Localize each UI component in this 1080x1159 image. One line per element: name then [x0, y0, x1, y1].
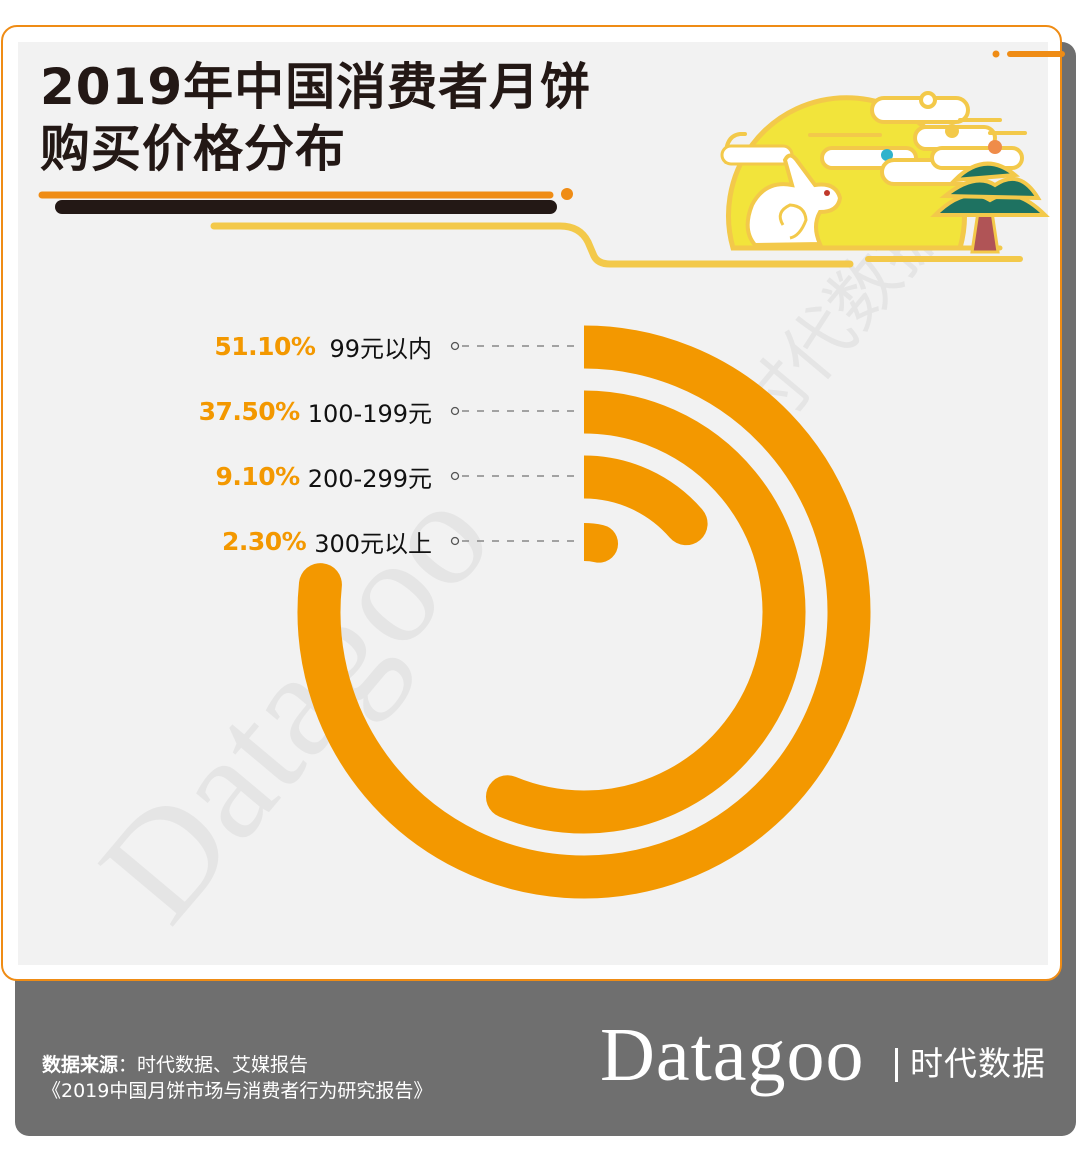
legend-item: 9.10% 200-299元 [215, 456, 432, 496]
report-title: 《2019中国月饼市场与消费者行为研究报告》 [42, 1080, 433, 1102]
title-line-1: 2019年中国消费者月饼 [40, 58, 592, 116]
brand-logo: Datagoo [600, 1013, 865, 1097]
legend-pct: 37.50% [198, 396, 301, 426]
orange-dot-icon [561, 188, 573, 200]
legend-item: 51.10% 99元以内 [214, 326, 432, 366]
legend-item: 37.50% 100-199元 [199, 391, 432, 431]
legend-label: 200-299元 [307, 464, 432, 493]
radial-bar [297, 325, 871, 899]
legend-pct: 9.10% [215, 461, 300, 491]
legend-item: 2.30% 300元以上 [222, 521, 432, 561]
leader-dot-icon [450, 406, 460, 416]
moon-illustration-icon [720, 91, 1050, 262]
data-source: 数据来源：时代数据、艾媒报告 《2019中国月饼市场与消费者行为研究报告》 [42, 1052, 432, 1104]
leader-dot-icon [450, 536, 460, 546]
legend-label: 100-199元 [307, 399, 432, 428]
radial-bar [562, 455, 708, 546]
radial-bar [485, 390, 806, 834]
legend-pct: 2.30% [221, 526, 307, 556]
legend-pct: 51.10% [214, 331, 316, 361]
page-title: 2019年中国消费者月饼 购买价格分布 [40, 56, 591, 180]
title-line-2: 购买价格分布 [40, 120, 346, 178]
leader-dot-icon [450, 471, 460, 481]
brand-divider [895, 1048, 898, 1082]
radial-bar [565, 523, 619, 563]
source-text: ：时代数据、艾媒报告 [118, 1054, 309, 1076]
leader-dot-icon [450, 341, 460, 351]
yellow-line [210, 222, 854, 268]
source-label: 数据来源 [42, 1054, 119, 1076]
legend-label: 300元以上 [314, 529, 432, 558]
header-decoration [38, 50, 1065, 268]
legend-label: 99元以内 [329, 334, 432, 363]
brand-name-cn: 时代数据 [910, 1044, 1046, 1083]
radial-bar-chart [297, 325, 871, 899]
